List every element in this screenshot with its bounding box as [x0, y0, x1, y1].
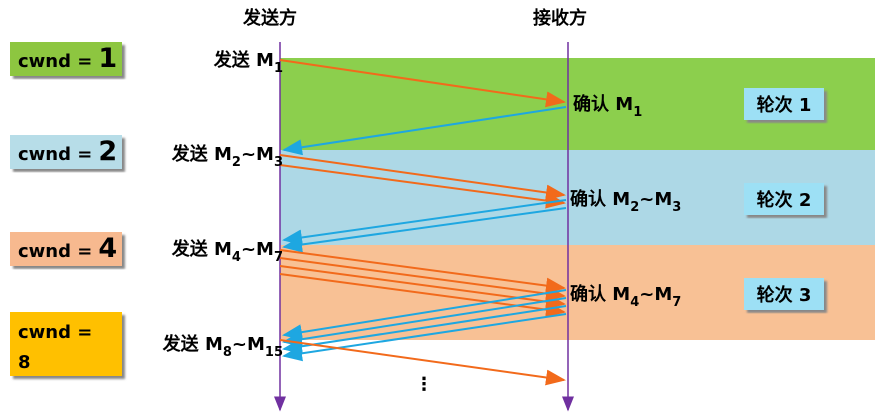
- round-label: 轮次 2: [757, 189, 812, 211]
- cwnd-text: cwnd =: [18, 144, 92, 165]
- label-text: 发送 M: [213, 49, 274, 71]
- cwnd-label: cwnd = 4: [18, 233, 117, 264]
- label-text: 确认 M: [570, 188, 630, 210]
- message-label: 确认 M2~M3: [570, 188, 681, 215]
- label-text: ~M: [639, 189, 672, 210]
- message-label: 发送 M4~M7: [171, 238, 283, 265]
- subscript: 8: [223, 345, 232, 360]
- round-box: [744, 278, 824, 310]
- cwnd-text: cwnd =: [18, 241, 92, 262]
- arrows: [279, 59, 567, 386]
- label-text: ~M: [232, 334, 265, 355]
- subscript: 15: [265, 345, 283, 360]
- label-text: 确认 M: [573, 93, 633, 115]
- message-label: 发送 M1: [213, 49, 283, 76]
- cwnd-value: 8: [18, 352, 31, 373]
- message-label: 确认 M4~M7: [570, 283, 681, 310]
- round-box: [744, 88, 824, 120]
- sender-title: 发送方: [242, 7, 297, 29]
- receiver-title: 接收方: [533, 7, 587, 29]
- ellipsis: ⋮: [415, 374, 433, 395]
- cwnd-box: [10, 135, 122, 169]
- subscript: 4: [232, 250, 241, 265]
- subscript: 2: [630, 200, 639, 215]
- cwnd-value: 4: [98, 233, 117, 264]
- round-label: 轮次 1: [757, 94, 812, 116]
- label-text: 发送 M: [171, 143, 232, 165]
- cwnd-text: cwnd =: [18, 51, 92, 72]
- message-label: 发送 M8~M15: [162, 333, 283, 360]
- cwnd-box: [10, 42, 122, 76]
- cwnd-box: [10, 232, 122, 266]
- cwnd-value: 1: [98, 43, 117, 74]
- label-text: 发送 M: [171, 238, 232, 260]
- round-label: 轮次 3: [757, 284, 812, 306]
- label-text: 发送 M: [162, 333, 223, 355]
- label-text: 确认 M: [570, 283, 630, 305]
- subscript: 3: [274, 155, 283, 170]
- subscript: 7: [274, 250, 283, 265]
- subscript: 7: [672, 295, 681, 310]
- message-label: 确认 M1: [573, 93, 642, 120]
- label-text: ~M: [639, 284, 672, 305]
- subscript: 4: [630, 295, 639, 310]
- subscript: 3: [672, 200, 681, 215]
- subscript: 2: [232, 155, 241, 170]
- round-box: [744, 183, 824, 215]
- label-text: ~M: [241, 239, 274, 260]
- cwnd-value: 2: [98, 136, 117, 167]
- message-label: 发送 M2~M3: [171, 143, 283, 170]
- cwnd-box: [10, 312, 122, 376]
- label-text: ~M: [241, 144, 274, 165]
- subscript: 1: [274, 61, 283, 76]
- cwnd-label: cwnd = 2: [18, 136, 117, 167]
- subscript: 1: [633, 105, 642, 120]
- cwnd-label: cwnd = 1: [18, 43, 117, 74]
- cwnd-text: cwnd =: [18, 322, 92, 343]
